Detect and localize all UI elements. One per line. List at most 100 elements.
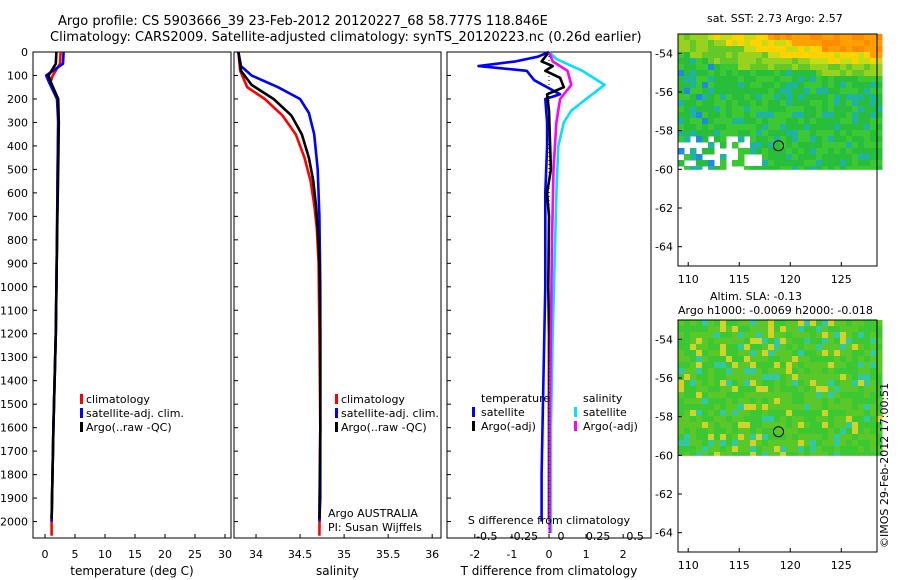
map-cell [768,58,775,65]
map-cell [750,392,757,399]
map-cell [864,422,871,429]
map-cell [876,64,883,71]
map-cell [726,64,733,71]
map-cell [840,34,847,41]
map-cell [684,106,691,113]
map-cell [720,94,727,101]
map-cell [792,422,799,429]
map-cell [774,350,781,357]
map-cell [768,410,775,417]
map-cell [840,440,847,447]
map-cell [822,398,829,405]
map-cell [858,130,865,137]
map-cell [846,410,853,417]
map-cell [756,70,763,77]
map-cell [786,398,793,405]
map-cell [798,88,805,95]
map-cell [870,326,877,333]
map-cell [732,332,739,339]
map-cell [864,440,871,447]
map-cell [756,136,763,143]
map-cell [708,52,715,59]
map-cell [858,368,865,375]
map-cell [696,398,703,405]
map-cell [876,422,883,429]
map-cell [792,386,799,393]
map-cell [840,94,847,101]
x-tick-label-temperature: 5 [72,548,79,561]
map-cell [678,94,685,101]
map-cell [786,410,793,417]
map-cell [864,452,871,456]
map-cell [720,88,727,95]
map-cell [738,374,745,381]
map-cell [786,440,793,447]
map-cell [750,374,757,381]
map-cell [774,154,781,161]
map-cell [822,154,829,161]
map-cell [852,428,859,435]
map-cell [750,46,757,53]
map-cell [852,130,859,137]
map-cell [816,166,823,170]
map-cell [864,58,871,65]
map-cell [798,410,805,417]
map-cell [678,88,685,95]
map-cell [876,124,883,131]
map-cell [870,34,877,41]
argo-country-label: Argo AUSTRALIA [328,507,418,520]
map-cell [702,76,709,83]
map-cell [684,40,691,47]
map-cell [834,154,841,161]
map-cell [834,82,841,89]
map-cell [858,136,865,143]
map-x-tick-label: 115 [729,273,750,286]
map-cell [834,344,841,351]
map-cell [732,428,739,435]
map-cell [714,356,721,363]
map-cell [858,34,865,41]
map-cell [822,320,829,327]
map-cell [720,326,727,333]
map-cell [858,58,865,65]
map-cell [762,130,769,137]
map-cell [732,440,739,447]
map-cell [804,64,811,71]
map-cell [822,82,829,89]
map-cell [852,82,859,89]
map-cell [732,422,739,429]
depth-tick-label: 300 [7,116,28,129]
map-cell [696,82,703,89]
map-cell [714,434,721,441]
map-cell [708,350,715,357]
map-cell [786,46,793,53]
map-cell [750,136,757,143]
map-cell [876,326,883,333]
map-cell [828,82,835,89]
map-cell [684,166,691,170]
map-cell [696,440,703,447]
map-cell [732,416,739,423]
map-cell [702,386,709,393]
map-cell [798,52,805,59]
map-cell [780,344,787,351]
map-cell [732,362,739,369]
map-cell [864,320,871,327]
map-cell [828,118,835,125]
map-cell [858,154,865,161]
map-cell [720,34,727,41]
map-cell [750,416,757,423]
map-cell [732,100,739,107]
map-cell [678,100,685,107]
map-cell [756,130,763,137]
map-cell [846,362,853,369]
map-cell [852,386,859,393]
map-cell [762,154,769,161]
map-cell [798,148,805,155]
map-cell [684,136,691,143]
map-cell [726,320,733,327]
depth-tick-label: 800 [7,234,28,247]
map-cell [678,428,685,435]
map-cell [702,368,709,375]
